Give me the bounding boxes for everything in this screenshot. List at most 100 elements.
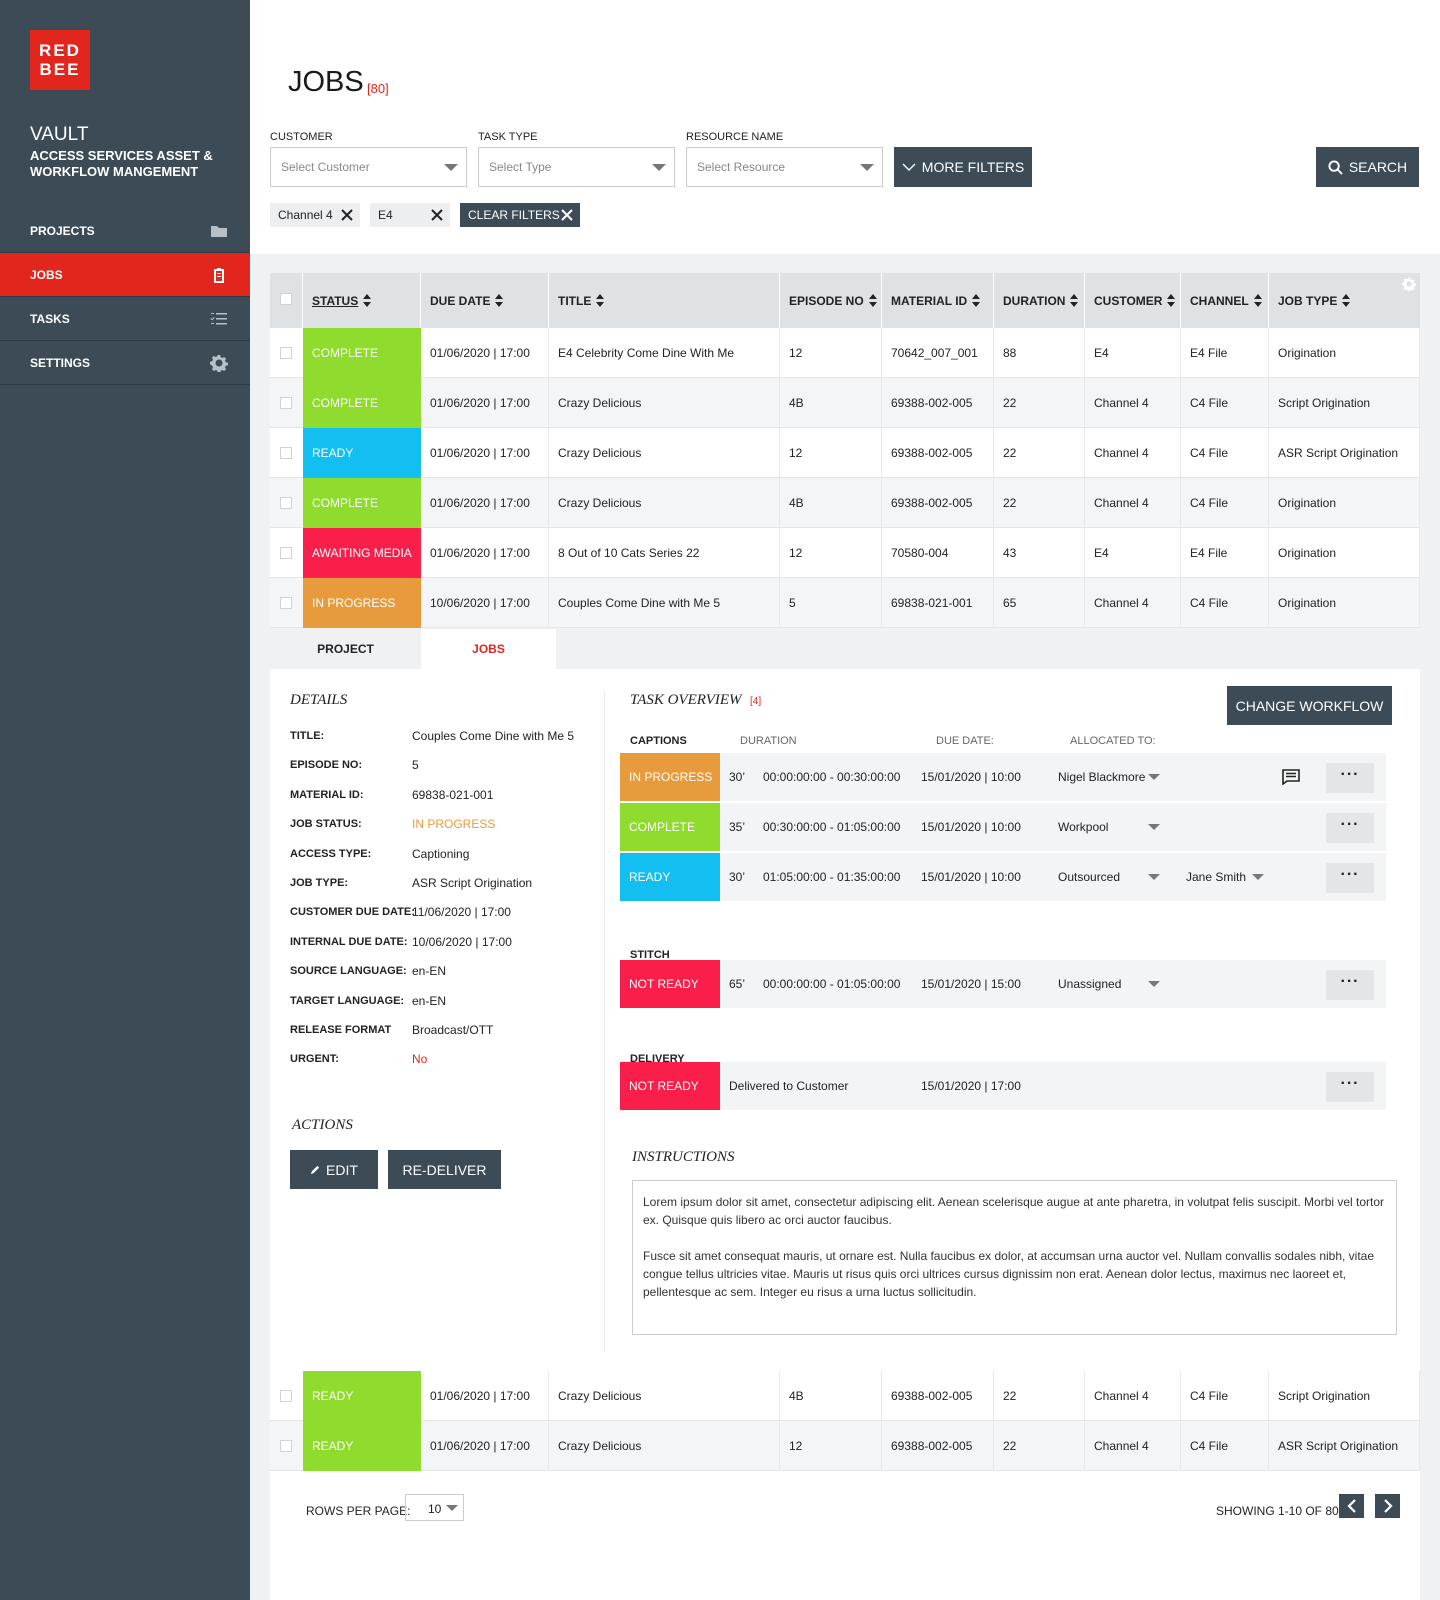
col-job-type[interactable]: JOB TYPE: [1269, 273, 1420, 328]
col-channel[interactable]: CHANNEL: [1181, 273, 1269, 328]
sidebar-item-jobs[interactable]: JOBS: [0, 253, 250, 297]
next-page-button[interactable]: [1375, 1494, 1400, 1518]
table-row[interactable]: COMPLETE 01/06/2020 | 17:00 E4 Celebrity C…: [270, 328, 1420, 378]
row-checkbox[interactable]: [280, 347, 292, 359]
task-assignee[interactable]: Jane Smith: [1186, 870, 1247, 884]
chevron-down-icon[interactable]: [1148, 824, 1160, 830]
clear-filters-button[interactable]: CLEAR FILTERS: [460, 203, 580, 227]
tab-jobs[interactable]: JOBS: [421, 629, 556, 669]
task-row[interactable]: NOT READY 65’ 00:00:00:00 - 01:05:00:00 15/…: [620, 960, 1386, 1008]
row-checkbox[interactable]: [280, 397, 292, 409]
col-customer[interactable]: CUSTOMER: [1085, 273, 1181, 328]
instructions-box[interactable]: Lorem ipsum dolor sit amet, consectetur …: [632, 1180, 1397, 1335]
row-checkbox[interactable]: [280, 597, 292, 609]
table-row[interactable]: READY 01/06/2020 | 17:00 Crazy Delicious 12…: [270, 1421, 1420, 1471]
chevron-down-icon[interactable]: [1148, 981, 1160, 987]
task-row[interactable]: READY 30’ 01:05:00:00 - 01:35:00:00 15/01/2…: [620, 853, 1386, 901]
duration-cell: 22: [994, 478, 1085, 528]
close-icon[interactable]: [430, 208, 444, 222]
duration-cell: 88: [994, 328, 1085, 378]
task-type-select[interactable]: Select Type: [478, 147, 675, 187]
episode-cell: 4B: [780, 378, 882, 428]
material-id-cell: 69388-002-005: [882, 378, 994, 428]
resource-select[interactable]: Select Resource: [686, 147, 883, 187]
material-id-cell: 69838-021-001: [882, 578, 994, 628]
row-checkbox[interactable]: [280, 547, 292, 559]
task-allocated-to[interactable]: Workpool: [1058, 820, 1109, 834]
sort-icon: [1167, 293, 1176, 308]
table-row[interactable]: READY 01/06/2020 | 17:00 Crazy Delicious 12…: [270, 428, 1420, 478]
details-title: DETAILS: [290, 692, 348, 708]
jobs-count: [80]: [367, 81, 389, 96]
row-checkbox[interactable]: [280, 1390, 292, 1402]
task-status: COMPLETE: [620, 803, 720, 851]
red-bee-logo[interactable]: RED BEE: [30, 30, 90, 90]
customer-select[interactable]: Select Customer: [270, 147, 467, 187]
customer-cell: Channel 4: [1085, 428, 1181, 478]
job-type-cell: Script Origination: [1269, 378, 1420, 428]
task-allocated-to[interactable]: Nigel Blackmore: [1058, 770, 1146, 784]
sort-icon: [596, 293, 605, 308]
task-timecode-range: 00:00:00:00 - 01:05:00:00: [763, 977, 901, 991]
sort-icon: [1253, 293, 1262, 308]
redeliver-button[interactable]: RE-DELIVER: [388, 1150, 501, 1189]
more-options-button[interactable]: ···: [1326, 1072, 1374, 1102]
table-settings-icon[interactable]: [1402, 277, 1416, 291]
edit-button[interactable]: EDIT: [290, 1150, 378, 1189]
table-row[interactable]: AWAITING MEDIA 01/06/2020 | 17:00 8 Out of…: [270, 528, 1420, 578]
resource-select-placeholder: Select Resource: [697, 160, 786, 174]
more-options-button[interactable]: ···: [1326, 863, 1374, 893]
customer-cell: Channel 4: [1085, 478, 1181, 528]
close-icon[interactable]: [340, 208, 354, 222]
search-button[interactable]: SEARCH: [1316, 147, 1419, 187]
col-title[interactable]: TITLE: [549, 273, 780, 328]
change-workflow-button[interactable]: CHANGE WORKFLOW: [1227, 686, 1392, 725]
task-row[interactable]: NOT READY Delivered to Customer 15/01/2020…: [620, 1062, 1386, 1110]
customer-select-placeholder: Select Customer: [281, 160, 370, 174]
chevron-down-icon[interactable]: [1148, 774, 1160, 780]
more-filters-button[interactable]: MORE FILTERS: [894, 147, 1032, 187]
chevron-left-icon: [1346, 1499, 1356, 1513]
detail-label: INTERNAL DUE DATE:: [290, 935, 408, 948]
task-row[interactable]: COMPLETE 35’ 00:30:00:00 - 01:05:00:00 15/0…: [620, 803, 1386, 851]
col-label: TITLE: [558, 293, 592, 308]
col-material-id[interactable]: MATERIAL ID: [882, 273, 994, 328]
sidebar-item-settings[interactable]: SETTINGS: [0, 341, 250, 385]
row-checkbox[interactable]: [280, 447, 292, 459]
table-row[interactable]: IN PROGRESS 10/06/2020 | 17:00 Couples Com…: [270, 578, 1420, 628]
col-episode-no[interactable]: EPISODE NO: [780, 273, 882, 328]
chevron-down-icon[interactable]: [1252, 874, 1264, 880]
customer-cell: E4: [1085, 328, 1181, 378]
pagination-bar: ROWS PER PAGE: 10 SHOWING 1-10 OF 80: [270, 1471, 1420, 1600]
job-type-cell: Script Origination: [1269, 1371, 1420, 1421]
table-row[interactable]: COMPLETE 01/06/2020 | 17:00 Crazy Deliciou…: [270, 378, 1420, 428]
sidebar-item-projects[interactable]: PROJECTS: [0, 209, 250, 253]
more-options-button[interactable]: ···: [1326, 763, 1374, 793]
sidebar-item-tasks[interactable]: TASKS: [0, 297, 250, 341]
status-cell: READY: [303, 428, 421, 478]
col-due-date[interactable]: DUE DATE: [421, 273, 549, 328]
row-checkbox[interactable]: [280, 497, 292, 509]
detail-label: JOB TYPE:: [290, 877, 349, 889]
task-allocated-to[interactable]: Unassigned: [1058, 977, 1122, 991]
table-body-bottom: READY 01/06/2020 | 17:00 Crazy Delicious 4B…: [270, 1371, 1420, 1471]
rows-per-page-select[interactable]: 10: [405, 1494, 464, 1521]
prev-page-button[interactable]: [1339, 1494, 1364, 1518]
col-duration[interactable]: DURATION: [994, 273, 1085, 328]
more-options-button[interactable]: ···: [1326, 970, 1374, 1000]
tab-project[interactable]: PROJECT: [317, 642, 374, 656]
more-options-button[interactable]: ···: [1326, 813, 1374, 843]
chevron-down-icon[interactable]: [1148, 874, 1160, 880]
select-all-checkbox[interactable]: [280, 293, 292, 305]
customer-filter-label: CUSTOMER: [270, 131, 333, 143]
due-date-cell: 01/06/2020 | 17:00: [421, 328, 549, 378]
col-status[interactable]: STATUS: [303, 273, 421, 328]
task-allocated-to[interactable]: Outsourced: [1058, 870, 1121, 884]
episode-cell: 4B: [780, 1371, 882, 1421]
row-checkbox[interactable]: [280, 1440, 292, 1452]
table-row[interactable]: COMPLETE 01/06/2020 | 17:00 Crazy Deliciou…: [270, 478, 1420, 528]
table-row[interactable]: READY 01/06/2020 | 17:00 Crazy Delicious 4B…: [270, 1371, 1420, 1421]
task-row[interactable]: IN PROGRESS 30’ 00:00:00:00 - 00:30:00:00 1…: [620, 753, 1386, 801]
col-label: DUE DATE: [430, 293, 491, 308]
comment-icon[interactable]: [1282, 769, 1300, 785]
